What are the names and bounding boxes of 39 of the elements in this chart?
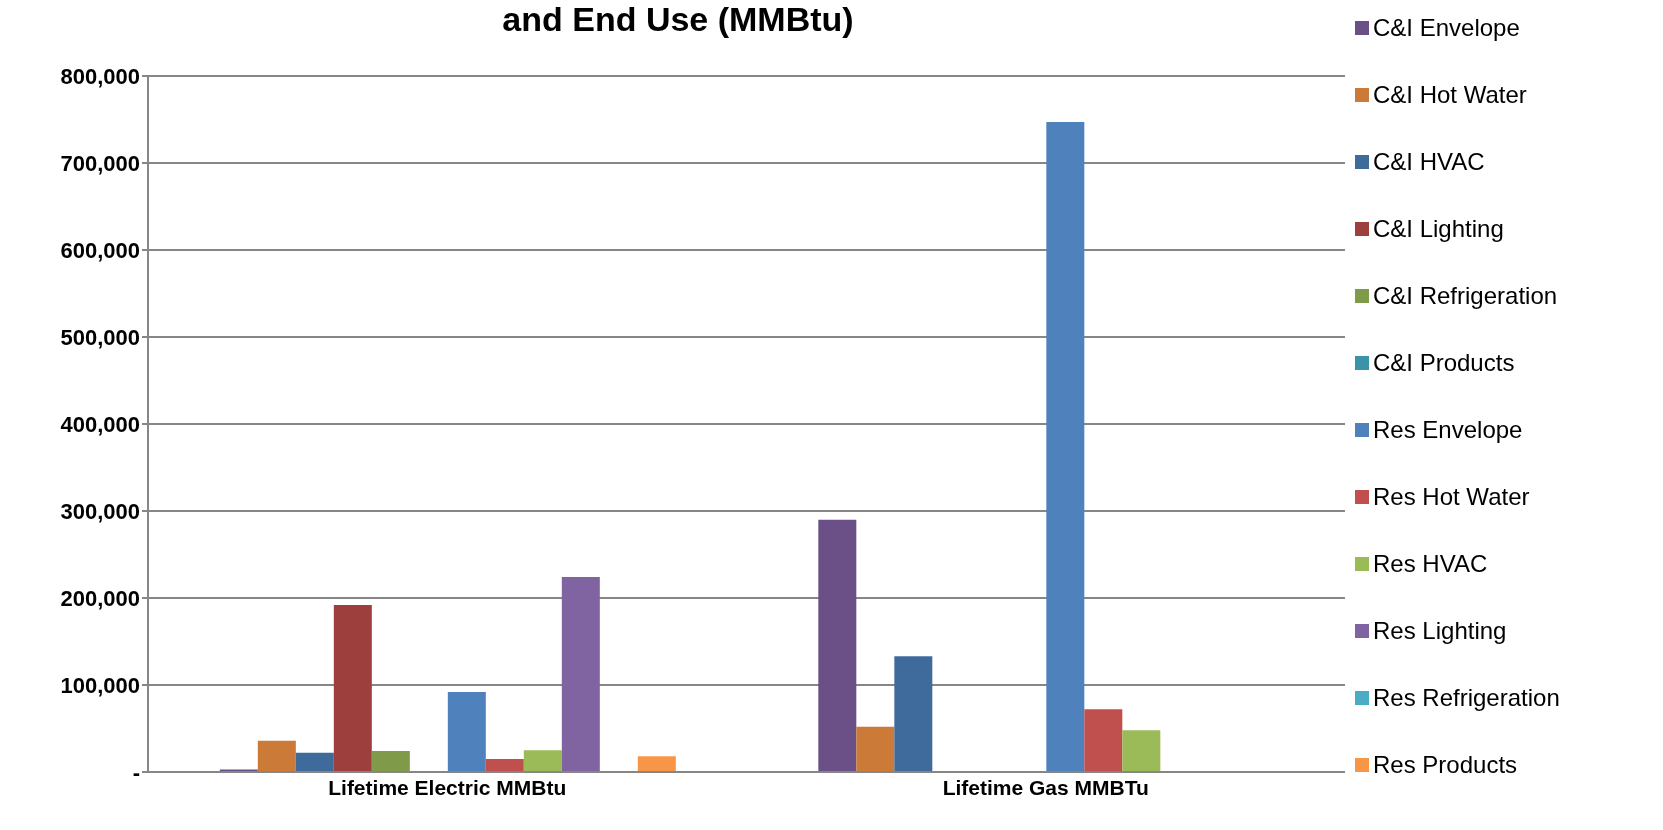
y-tick-label: - bbox=[132, 759, 140, 785]
y-tick-label: 800,000 bbox=[60, 63, 140, 89]
y-tick-label: 700,000 bbox=[60, 150, 140, 176]
bar bbox=[561, 577, 600, 772]
bar bbox=[1084, 709, 1123, 772]
chart-title: and End Use (MMBtu) bbox=[501, 0, 855, 39]
y-tick-label: 300,000 bbox=[60, 498, 140, 524]
bar bbox=[523, 750, 562, 772]
bar bbox=[1122, 730, 1161, 772]
bar bbox=[1046, 122, 1085, 772]
y-tick-label: 400,000 bbox=[60, 411, 140, 437]
y-tick-label: 600,000 bbox=[60, 237, 140, 263]
x-tick-label: Lifetime Gas MMBTu bbox=[942, 775, 1149, 799]
legend-label: C&I Hot Water bbox=[1373, 81, 1527, 109]
y-tick-label: 500,000 bbox=[60, 324, 140, 350]
legend-label: Res Hot Water bbox=[1373, 483, 1530, 511]
bar bbox=[894, 656, 933, 772]
legend-label: Res Envelope bbox=[1373, 416, 1523, 444]
bar bbox=[818, 519, 857, 772]
legend-label: C&I Lighting bbox=[1373, 215, 1504, 243]
bar bbox=[856, 726, 895, 772]
legend-label: Res Products bbox=[1373, 751, 1518, 779]
bar bbox=[371, 751, 410, 772]
y-tick-label: 200,000 bbox=[60, 585, 140, 611]
bar bbox=[333, 604, 372, 772]
legend-label: C&I HVAC bbox=[1373, 148, 1485, 176]
legend-label: C&I Refrigeration bbox=[1373, 282, 1558, 310]
x-tick-label: Lifetime Electric MMBtu bbox=[328, 775, 567, 799]
bar bbox=[257, 740, 296, 772]
bar bbox=[447, 691, 486, 772]
legend-label: Res Refrigeration bbox=[1373, 684, 1560, 712]
bar bbox=[485, 758, 524, 772]
legend-label: Res HVAC bbox=[1373, 550, 1488, 578]
y-tick-label: 100,000 bbox=[60, 672, 140, 698]
legend-label: C&I Envelope bbox=[1373, 14, 1520, 42]
bar bbox=[637, 756, 676, 772]
legend-label: Res Lighting bbox=[1373, 617, 1507, 645]
bar bbox=[295, 752, 334, 772]
legend-label: C&I Products bbox=[1373, 349, 1515, 377]
